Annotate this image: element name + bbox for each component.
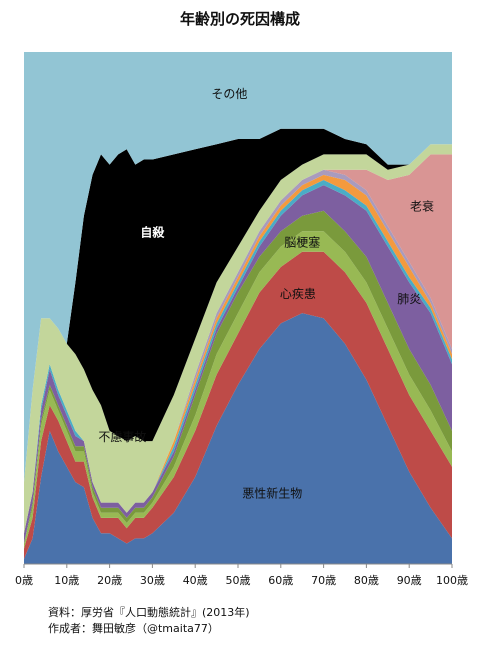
area-series-11 xyxy=(24,52,452,483)
area-label: その他 xyxy=(211,87,247,101)
area-series-8 xyxy=(24,154,452,534)
chart-title: 年齢別の死因構成 xyxy=(179,10,300,28)
area-series-0 xyxy=(24,313,452,564)
area-label: 肺炎 xyxy=(397,292,421,306)
area-label: 悪性新生物 xyxy=(242,485,302,500)
x-tick-label: 100歳 xyxy=(436,574,468,587)
area-layers xyxy=(24,52,452,564)
x-tick-label: 70歳 xyxy=(311,574,336,587)
x-tick-label: 30歳 xyxy=(140,574,165,587)
area-label: 脳梗塞 xyxy=(284,235,320,250)
area-series-1 xyxy=(24,251,452,559)
area-series-10 xyxy=(24,128,452,483)
area-label: 老衰 xyxy=(410,199,434,214)
area-label: 不慮事故 xyxy=(98,429,146,444)
x-axis: 0歳 10歳 20歳 30歳 40歳 50歳 60歳 70歳 80歳 90歳 100歳 xyxy=(15,563,468,587)
x-tick-label: 80歳 xyxy=(354,574,379,587)
x-tick-label: 0歳 xyxy=(15,574,33,587)
area-label: 心疾患 xyxy=(280,286,316,301)
x-tick-label: 20歳 xyxy=(97,574,122,587)
x-tick-label: 50歳 xyxy=(226,574,251,587)
x-tick-label: 60歳 xyxy=(268,574,293,587)
x-tick-label: 90歳 xyxy=(397,574,422,587)
author-note: 作成者：舞田敏彦（@tmaita77） xyxy=(48,622,219,635)
area-label: 自殺 xyxy=(140,224,165,239)
x-tick-label: 10歳 xyxy=(54,574,79,587)
x-tick-label: 40歳 xyxy=(183,574,208,587)
source-note: 資料：厚労省『人口動態統計』(2013年) xyxy=(48,606,250,619)
